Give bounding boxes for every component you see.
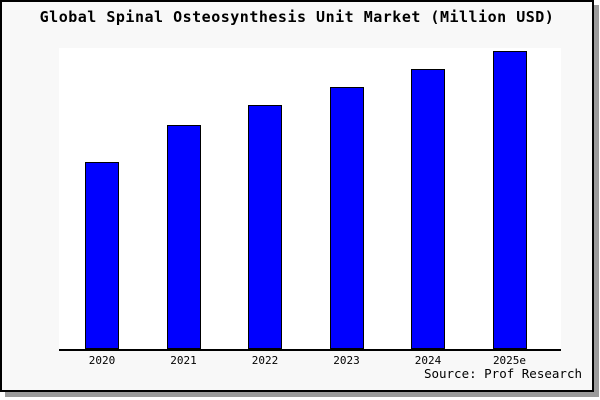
bar-2021 xyxy=(166,125,201,349)
x-tick-label-2021: 2021 xyxy=(170,354,197,367)
bar-2022 xyxy=(248,105,282,349)
source-text: Source: Prof Research xyxy=(423,366,582,381)
chart-title: Global Spinal Osteosynthesis Unit Market… xyxy=(39,8,555,26)
bar-2025e xyxy=(492,51,527,349)
bar-2024 xyxy=(411,69,445,349)
bar-2020 xyxy=(85,162,119,349)
x-tick-label-2024: 2024 xyxy=(414,354,442,367)
bar-2023 xyxy=(329,87,364,349)
plot-area xyxy=(59,48,561,351)
x-tick-label-2020: 2020 xyxy=(88,354,116,367)
x-tick-label-2023: 2023 xyxy=(333,354,360,367)
chart-window: Global Spinal Osteosynthesis Unit Market… xyxy=(0,0,594,392)
x-tick-label-2022: 2022 xyxy=(251,354,279,367)
x-tick-label-2025e: 2025e xyxy=(492,354,527,367)
